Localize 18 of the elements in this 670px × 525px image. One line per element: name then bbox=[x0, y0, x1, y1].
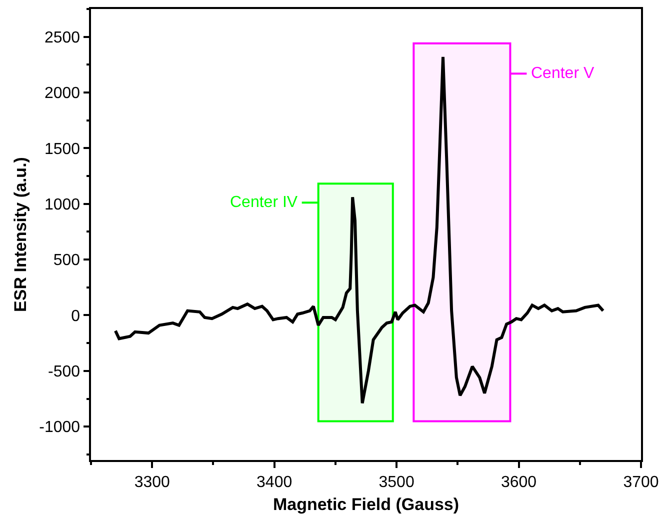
y-tick-label: 2500 bbox=[44, 29, 80, 46]
x-tick-label: 3700 bbox=[623, 474, 659, 491]
x-axis-title: Magnetic Field (Gauss) bbox=[272, 494, 460, 514]
y-tick-label: 0 bbox=[71, 308, 80, 325]
y-tick-label: 1500 bbox=[44, 140, 80, 158]
y-tick-label: 500 bbox=[53, 252, 80, 270]
y-tick-label: -500 bbox=[48, 364, 80, 381]
line-series bbox=[114, 55, 605, 405]
y-tick-label: -1000 bbox=[39, 419, 80, 436]
x-tick-label: 3600 bbox=[500, 474, 537, 491]
x-tick-label: 3400 bbox=[256, 474, 292, 491]
x-tick-label: 3300 bbox=[134, 474, 170, 491]
y-tick-label: 1000 bbox=[44, 196, 80, 214]
y-axis-title: ESR Intensity (a.u.) bbox=[11, 157, 30, 312]
band-label: Center V bbox=[531, 65, 594, 82]
x-tick-label: 3500 bbox=[378, 474, 414, 491]
y-tick-label: 2000 bbox=[44, 85, 80, 102]
band-label: Center IV bbox=[230, 194, 298, 211]
